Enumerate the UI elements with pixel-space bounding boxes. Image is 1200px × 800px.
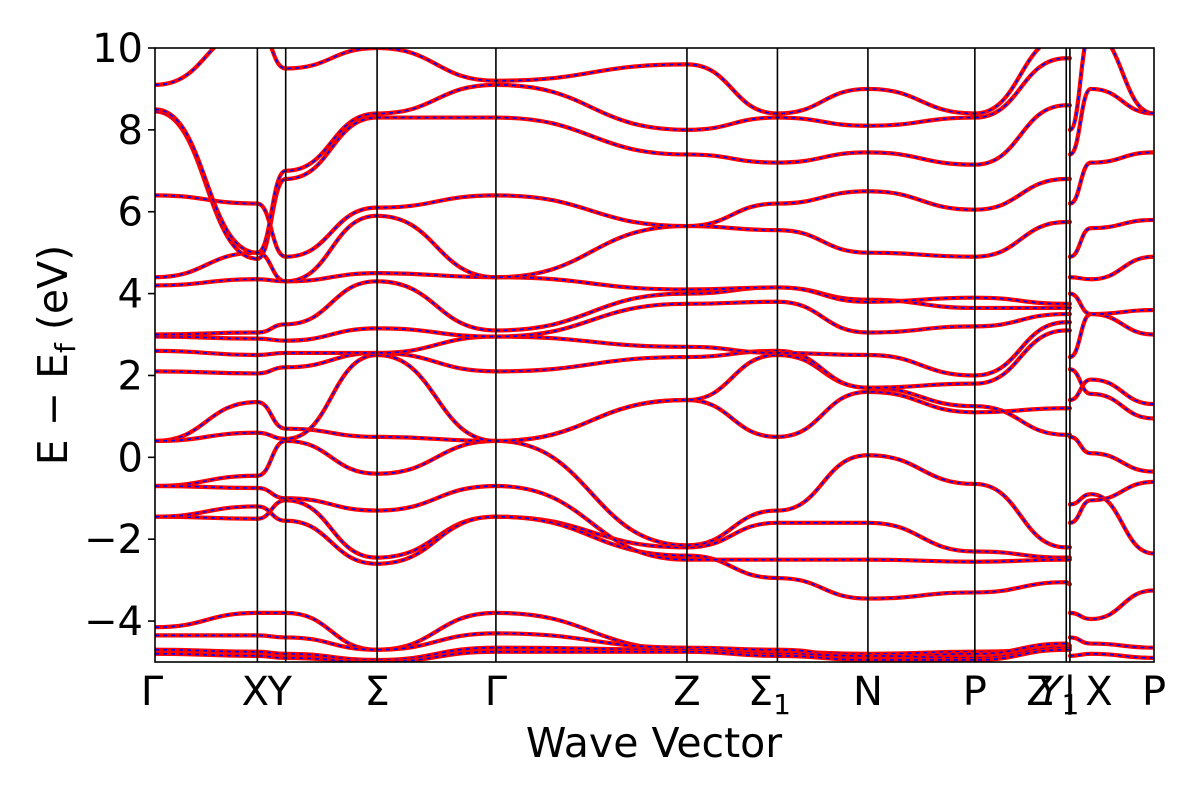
- band-overlay-21: [1069, 653, 1154, 659]
- x-tick-label-6: Σ1: [748, 669, 791, 721]
- x-tick-label-8: P: [963, 669, 987, 715]
- y-tick-label: 4: [118, 272, 143, 318]
- x-tick-label-0: Γ: [141, 669, 164, 715]
- x-tick-label-12: X: [1085, 669, 1112, 715]
- plot-frame: [154, 47, 1155, 663]
- band-overlay-16: [155, 178, 1070, 258]
- x-tick-label-3: Σ: [364, 669, 389, 715]
- band-22: [1067, 588, 1154, 622]
- band-30: [1067, 254, 1154, 282]
- band-overlay-31: [1069, 219, 1154, 258]
- x-tick-label-11: |: [1063, 669, 1076, 715]
- x-tick-label-13: P: [1142, 669, 1166, 715]
- x-tick-label-10: Z: [1026, 669, 1053, 715]
- x-tick-label-9: Y1: [1037, 669, 1079, 721]
- band-overlay-29: [1069, 292, 1154, 315]
- band-25: [1067, 434, 1154, 474]
- x-axis: Γ XY Σ Γ Z Σ1 N P Y1Z | X P: [141, 669, 1166, 721]
- y-tick-label: −2: [84, 517, 143, 563]
- band-32: [1067, 150, 1154, 206]
- bands-layer: [155, 48, 1154, 662]
- band-overlay-3: [155, 648, 1070, 662]
- x-tick-label-1: X: [242, 669, 269, 715]
- x-axis-label: Wave Vector: [526, 719, 782, 767]
- band-23: [1067, 492, 1154, 556]
- band-overlay-27: [1069, 368, 1154, 420]
- band-overlay-20: [1069, 636, 1154, 649]
- band-overlay-32: [1069, 151, 1154, 205]
- x-tick-label-4: Γ: [485, 669, 508, 715]
- y-tick-label: 6: [118, 190, 143, 236]
- band-24: [1067, 479, 1154, 525]
- band-overlay-13: [155, 280, 1070, 336]
- band-overlay-17: [155, 104, 1070, 260]
- x-tick-label-2: Y: [266, 669, 292, 715]
- band-overlay-12: [155, 300, 1070, 342]
- band-4: [155, 498, 1073, 560]
- y-axis-label: E − Ef (eV): [29, 245, 82, 465]
- band-17: [155, 103, 1073, 261]
- band-28: [1067, 311, 1154, 360]
- band-7: [155, 483, 1073, 564]
- band-overlay-18: [155, 57, 1070, 254]
- band-overlay-23: [1069, 493, 1154, 555]
- band-overlay-14: [155, 272, 1070, 305]
- band-overlay-15: [155, 215, 1070, 283]
- band-overlay-9: [155, 354, 1070, 442]
- y-tick-label: 8: [118, 108, 143, 154]
- band-overlay-22: [1069, 589, 1154, 620]
- band-overlay-26: [1069, 378, 1154, 405]
- y-tick-label: −4: [84, 599, 143, 645]
- band-12: [155, 299, 1073, 343]
- band-overlay-11: [155, 321, 1070, 377]
- band-20: [1067, 635, 1154, 650]
- y-tick-label: 2: [118, 353, 143, 399]
- band-19: [155, 48, 1043, 116]
- band-18: [155, 56, 1073, 255]
- band-overlay-10: [155, 329, 1070, 389]
- band-overlay-24: [1069, 481, 1154, 524]
- band-overlay-6: [155, 440, 1070, 549]
- band-15: [155, 213, 1073, 284]
- y-tick-label: 10: [92, 26, 143, 72]
- band-overlay-34: [1069, 48, 1154, 131]
- band-overlay-4: [155, 499, 1070, 559]
- x-tick-label-5: Z: [673, 669, 700, 715]
- high-symmetry-lines: [256, 48, 1071, 662]
- band-27: [1067, 367, 1154, 421]
- band-overlay-19: [155, 48, 1041, 115]
- band-33: [1067, 86, 1154, 157]
- band-6: [155, 438, 1073, 550]
- band-31: [1067, 217, 1154, 259]
- band-overlay-7: [155, 485, 1070, 563]
- band-overlay-33: [1069, 88, 1154, 156]
- y-axis: −4 −2 0 2 4 6 8 10: [84, 26, 155, 645]
- x-tick-label-7: N: [853, 669, 883, 715]
- band-overlay-1: [155, 632, 1071, 659]
- band-overlay-25: [1069, 436, 1154, 473]
- band-14: [155, 271, 1073, 306]
- band-5: [155, 504, 1073, 601]
- y-tick-label: 0: [118, 435, 143, 481]
